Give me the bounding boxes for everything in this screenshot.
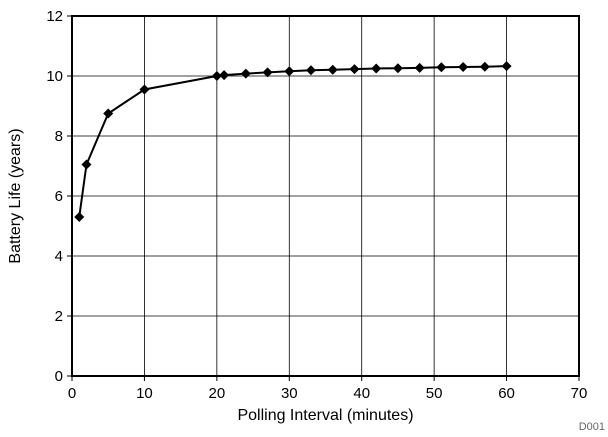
data-point-marker [327,64,338,75]
x-tick-label: 0 [68,385,76,402]
data-point-marker [139,84,150,95]
data-point-marker [262,67,273,78]
data-point-marker [81,159,92,170]
data-point-marker [240,68,251,79]
y-tick-label: 0 [55,368,63,385]
data-point-marker [219,70,230,81]
x-axis-ticks: 0 10 20 30 40 50 60 70 [68,376,588,402]
y-tick-label: 2 [55,308,63,325]
data-point-marker [501,61,512,72]
x-tick-label: 50 [426,385,443,402]
data-point-marker [371,63,382,74]
data-point-marker [392,63,403,74]
x-tick-label: 70 [571,385,588,402]
data-point-marker [479,61,490,72]
y-tick-label: 12 [46,8,63,25]
x-tick-label: 10 [136,385,153,402]
data-point-marker [414,62,425,73]
data-point-marker [284,66,295,77]
x-tick-label: 60 [498,385,515,402]
data-point-marker [306,65,317,76]
y-axis-label: Battery Life (years) [7,128,24,263]
data-point-marker [103,108,114,119]
y-axis-ticks: 0 2 4 6 8 10 12 [46,8,72,385]
x-tick-label: 30 [281,385,298,402]
y-tick-label: 10 [46,68,63,85]
plot-frame [71,15,580,377]
x-axis-label: Polling Interval (minutes) [237,407,413,424]
data-point-marker [436,62,447,73]
x-tick-label: 20 [209,385,226,402]
y-tick-label: 4 [55,248,63,265]
x-tick-label: 40 [353,385,370,402]
series [74,61,512,222]
data-point-marker [74,212,85,222]
y-tick-label: 6 [55,188,63,205]
y-tick-label: 8 [55,128,63,145]
data-point-marker [458,62,469,72]
figure-id: D001 [579,421,605,433]
data-point-marker [211,71,222,81]
data-point-marker [349,64,360,75]
